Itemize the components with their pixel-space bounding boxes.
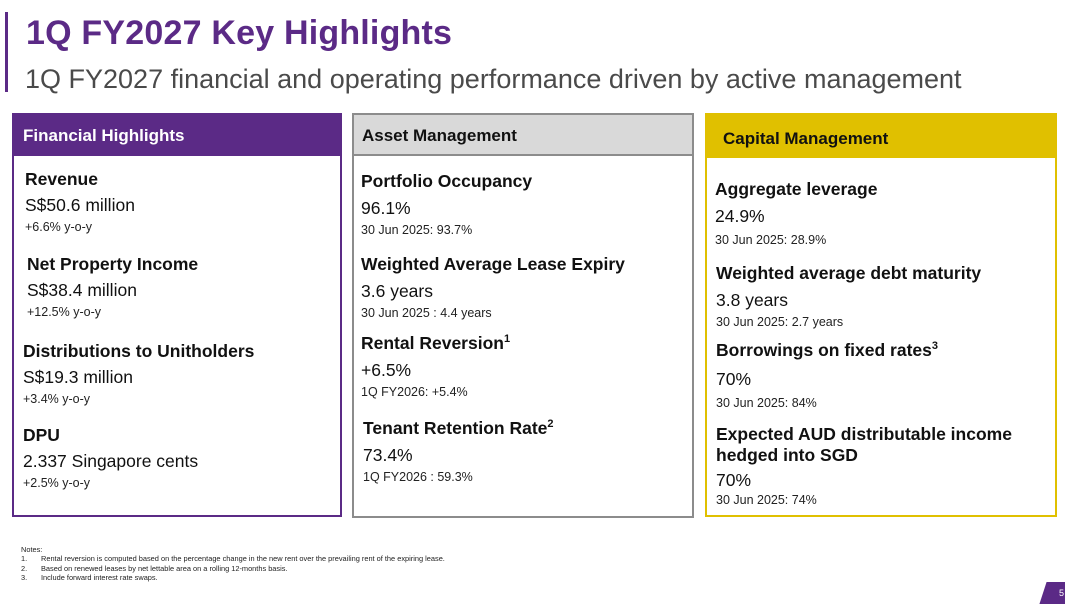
footnote-marker: 3 (931, 340, 938, 353)
revenue-metric: Revenue S$50.6 million +6.6% y-o-y (25, 169, 135, 234)
metric-change: +2.5% y-o-y (23, 476, 91, 490)
net-property-income-metric: Net Property Income S$38.4 million +12.5… (27, 254, 198, 319)
metric-value: 3.8 years (716, 290, 788, 310)
metric-comparison: 30 Jun 2025 : 4.4 years (361, 306, 492, 320)
metric-comparison: 30 Jun 2025: 28.9% (715, 233, 827, 247)
footnote-item: 1. Rental reversion is computed based on … (21, 554, 445, 563)
metric-label-row: Tenant Retention Rate2 (363, 418, 554, 439)
capital-management-card: Capital Management Aggregate leverage 24… (705, 113, 1057, 517)
metric-comparison: 30 Jun 2025: 74% (716, 493, 817, 507)
page-title: 1Q FY2027 Key Highlights (26, 14, 453, 52)
metric-value: 24.9% (715, 206, 765, 226)
metric-value: 70% (716, 470, 752, 490)
notes-heading: Notes: (21, 545, 43, 554)
metric-comparison: 30 Jun 2025: 93.7% (361, 223, 473, 237)
metric-value: 70% (716, 369, 752, 389)
fixed-rate-borrowings-metric: Borrowings on fixed rates3 70% 30 Jun 20… (716, 340, 938, 410)
page-number: 5 (1059, 588, 1065, 598)
asset-management-heading: Asset Management (354, 115, 692, 156)
metric-change: +6.6% y-o-y (25, 220, 93, 234)
metric-change: +12.5% y-o-y (27, 305, 101, 319)
metric-comparison: 30 Jun 2025: 84% (716, 396, 817, 410)
metric-value: 96.1% (361, 198, 411, 218)
metric-value: 73.4% (363, 445, 413, 465)
metric-label: Portfolio Occupancy (361, 171, 533, 191)
metric-comparison: 1Q FY2026: +5.4% (361, 385, 468, 399)
title-accent-bar (5, 12, 8, 92)
distributions-metric: Distributions to Unitholders S$19.3 mill… (23, 341, 254, 406)
portfolio-occupancy-metric: Portfolio Occupancy 96.1% 30 Jun 2025: 9… (361, 171, 532, 237)
metric-label: DPU (23, 425, 60, 445)
debt-maturity-metric: Weighted average debt maturity 3.8 years… (716, 263, 981, 329)
footnote-marker: 2 (547, 418, 554, 431)
metric-value: S$38.4 million (27, 280, 137, 300)
metric-label: Weighted average debt maturity (716, 263, 982, 283)
metric-value: 2.337 Singapore cents (23, 451, 199, 471)
footnote-text: Based on renewed leases by net lettable … (41, 563, 288, 573)
footnote-text: Include forward interest rate swaps. (41, 573, 158, 583)
footnote-item: 3. Include forward interest rate swaps. (21, 573, 445, 582)
metric-label: Tenant Retention Rate (363, 418, 548, 438)
footnote-text: Rental reversion is computed based on th… (41, 554, 445, 564)
metric-label-row: Rental Reversion1 (361, 333, 510, 354)
metric-value: +6.5% (361, 360, 412, 380)
page-subtitle: 1Q FY2027 financial and operating perfor… (25, 64, 962, 94)
tenant-retention-metric: Tenant Retention Rate2 73.4% 1Q FY2026 :… (363, 418, 554, 484)
footnote-item: 2. Based on renewed leases by net lettabl… (21, 564, 445, 573)
capital-management-heading: Capital Management (707, 115, 1055, 158)
financial-highlights-heading: Financial Highlights (14, 115, 340, 156)
financial-highlights-card: Financial Highlights Revenue S$50.6 mill… (12, 113, 342, 517)
footnote-marker: 1 (503, 333, 511, 346)
dpu-metric: DPU 2.337 Singapore cents +2.5% y-o-y (23, 425, 198, 490)
metric-label: Borrowings on fixed rates (716, 340, 932, 360)
metric-label: Net Property Income (27, 254, 199, 274)
metric-label: Revenue (25, 169, 98, 189)
rental-reversion-metric: Rental Reversion1 +6.5% 1Q FY2026: +5.4% (361, 333, 510, 399)
metric-label: Aggregate leverage (715, 179, 878, 199)
metric-label: Rental Reversion (361, 333, 504, 353)
aud-hedging-metric: Expected AUD distributable income hedged… (716, 424, 1046, 507)
asset-management-card: Asset Management Portfolio Occupancy 96.… (352, 113, 694, 518)
footnote-number: 2. (21, 563, 28, 573)
metric-value: 3.6 years (361, 281, 433, 301)
metric-comparison: 30 Jun 2025: 2.7 years (716, 315, 844, 329)
metric-value: S$19.3 million (23, 367, 133, 387)
footnotes: Notes: 1. Rental reversion is computed ba… (21, 545, 445, 583)
metric-label: Distributions to Unitholders (23, 341, 255, 361)
metric-label: Weighted Average Lease Expiry (361, 254, 625, 274)
metric-value: S$50.6 million (25, 195, 135, 215)
metric-label: Expected AUD distributable income hedged… (716, 424, 1012, 465)
footnote-number: 1. (21, 554, 28, 564)
footnote-number: 3. (21, 573, 28, 583)
aggregate-leverage-metric: Aggregate leverage 24.9% 30 Jun 2025: 28… (715, 179, 877, 247)
wale-metric: Weighted Average Lease Expiry 3.6 years … (361, 254, 625, 320)
metric-label-row: Borrowings on fixed rates3 (716, 340, 938, 361)
metric-comparison: 1Q FY2026 : 59.3% (363, 470, 473, 484)
metric-change: +3.4% y-o-y (23, 392, 91, 406)
